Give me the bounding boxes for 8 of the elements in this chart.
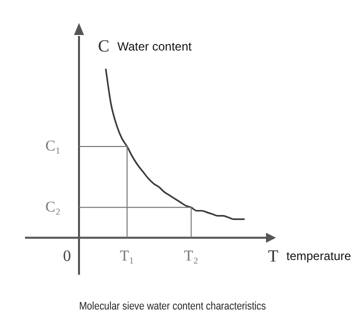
text: C₂ (45, 199, 61, 216)
text: Molecular sieve water content characteristics (79, 300, 266, 313)
text: C₁ (45, 138, 61, 154)
text: 0 (63, 248, 71, 266)
y-axis-title: C Water content (98, 36, 192, 56)
x-axis-title: T temperature (268, 246, 352, 266)
x-tick-label: T₂ (184, 248, 198, 265)
x-tick-label: T₁ (120, 248, 134, 265)
